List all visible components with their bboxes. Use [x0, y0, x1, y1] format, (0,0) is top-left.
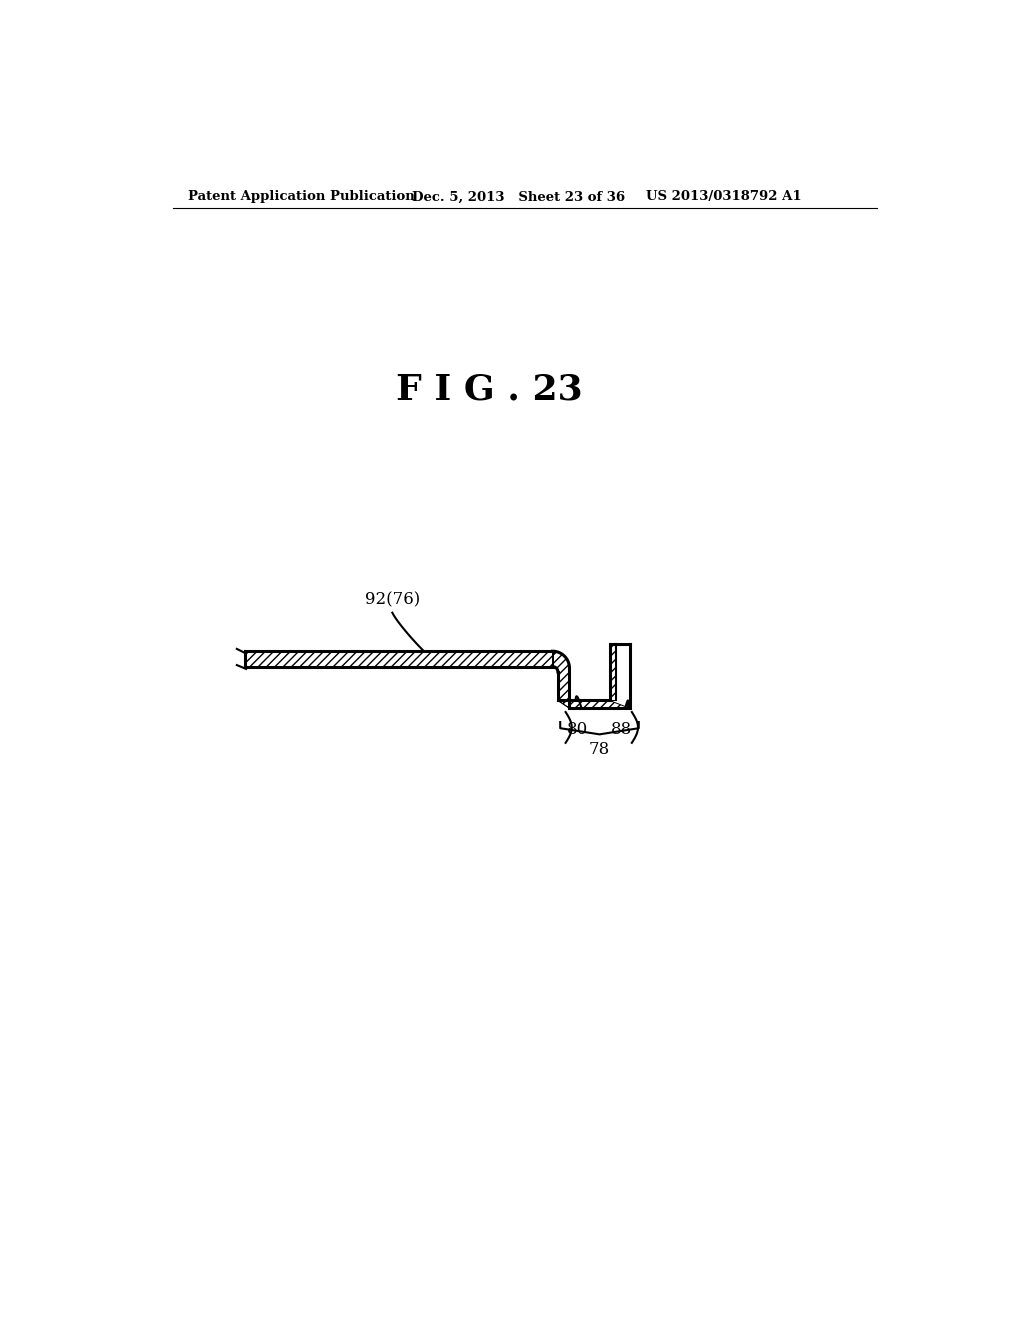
Text: F I G . 23: F I G . 23 [396, 372, 583, 407]
Polygon shape [558, 701, 630, 708]
Text: 80: 80 [566, 721, 588, 738]
Text: 92(76): 92(76) [366, 591, 421, 609]
Polygon shape [609, 644, 615, 701]
Text: 78: 78 [589, 741, 610, 758]
Polygon shape [553, 651, 569, 708]
Text: 88: 88 [611, 721, 633, 738]
Polygon shape [615, 644, 630, 708]
Text: Dec. 5, 2013   Sheet 23 of 36: Dec. 5, 2013 Sheet 23 of 36 [412, 190, 625, 203]
Text: US 2013/0318792 A1: US 2013/0318792 A1 [646, 190, 802, 203]
Text: Patent Application Publication: Patent Application Publication [188, 190, 415, 203]
Polygon shape [245, 651, 553, 667]
